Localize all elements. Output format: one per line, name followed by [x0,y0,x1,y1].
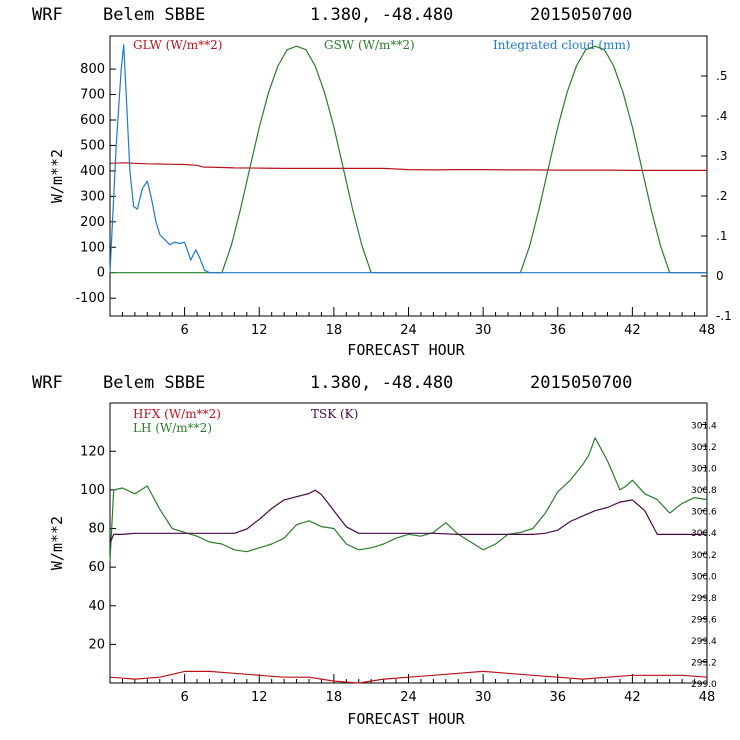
top-ytick-label: 500 [80,138,105,153]
bottom-xtick-label: 12 [251,690,268,705]
bottom-y2tick-label: 301.0 [691,465,717,475]
bottom-xtick-label: 30 [475,690,492,705]
top-series-group [109,44,707,274]
top-xtick-label: 48 [699,323,716,338]
bottom-x-axis-label: FORECAST HOUR [347,710,465,728]
top-x-axis-label: FORECAST HOUR [347,341,465,359]
bottom-y-axis-label: W/m**2 [48,516,66,570]
top-ytick-label: 0 [97,266,105,281]
bottom-ytick-label: 40 [88,599,105,614]
bottom-y2tick-label: 300.2 [691,551,717,561]
legend-tsk: TSK (K) [311,407,358,421]
top-xtick-label: 30 [475,323,492,338]
top-header-station: Belem SBBE [103,5,205,25]
top-xtick-label: 42 [624,323,641,338]
bottom-header-date: 2015050700 [530,373,632,393]
bottom-xtick-label: 42 [624,690,641,705]
bottom-y2tick-label: 299.0 [691,680,717,690]
top-panel: WRF Belem SBBE 1.380, -48.480 2015050700… [32,5,732,359]
bottom-x-axis: 6 12 18 24 30 36 42 48 [121,674,716,705]
top-y2tick-label: -.1 [716,309,732,323]
bottom-xtick-label: 18 [326,690,343,705]
bottom-xtick-label: 36 [549,690,566,705]
series-line-cloud [109,44,707,274]
bottom-y2tick-label: 299.8 [691,594,717,604]
top-header-date: 2015050700 [530,5,632,25]
bottom-series-group [109,437,708,684]
bottom-header-station: Belem SBBE [103,373,205,393]
bottom-y-axis: 120 100 80 60 40 20 [80,444,116,652]
top-ytick-label: 200 [80,215,105,230]
series-line-hfx [109,670,708,684]
top-y-axis-label: W/m**2 [48,149,66,203]
top-ytick-label: 600 [80,113,105,128]
legend-cloud: Integrated cloud (mm) [493,38,631,52]
bottom-header-coords: 1.380, -48.480 [310,373,453,393]
top-ytick-label: 300 [80,189,105,204]
top-ytick-label: 100 [80,240,105,255]
bottom-y2tick-label: 300.0 [691,572,717,582]
top-ytick-label: -100 [75,291,105,306]
top-y2tick-label: .2 [716,189,727,203]
top-y2-axis: .5 .4 .3 .2 .1 0 -.1 [701,69,732,323]
series-line-gsw [110,45,707,274]
top-header-coords: 1.380, -48.480 [310,5,453,25]
top-xtick-label: 36 [549,323,566,338]
top-ytick-label: 800 [80,62,105,77]
bottom-xtick-label: 6 [180,690,188,705]
bottom-panel: WRF Belem SBBE 1.380, -48.480 2015050700… [32,373,717,728]
top-xtick-label: 6 [180,323,188,338]
series-line-glw [109,162,707,171]
bottom-y2tick-label: 299.4 [691,637,717,647]
top-x-axis: 6 12 18 24 30 36 42 48 [121,307,716,338]
bottom-xtick-label: 24 [400,690,417,705]
bottom-y2tick-label: 301.4 [691,422,717,432]
bottom-y2tick-label: 300.6 [691,508,717,518]
bottom-ytick-label: 100 [80,483,105,498]
top-xtick-label: 18 [326,323,343,338]
bottom-y2tick-label: 299.6 [691,615,717,625]
legend-glw: GLW (W/m**2) [133,38,222,52]
legend-gsw: GSW (W/m**2) [324,38,415,52]
series-line-lh [109,437,708,562]
top-y2tick-label: .3 [716,149,727,163]
top-xtick-label: 12 [251,323,268,338]
bottom-xtick-label: 48 [699,690,716,705]
bottom-header-model: WRF [32,373,63,393]
top-y2tick-label: .4 [716,109,727,123]
bottom-ytick-label: 60 [88,560,105,575]
series-line-tsk [109,489,707,544]
bottom-y2-axis: 301.4301.2301.0300.8300.6300.4300.2300.0… [691,422,717,690]
bottom-y2tick-label: 300.8 [691,486,717,496]
legend-lh: LH (W/m**2) [133,421,212,435]
bottom-y2tick-label: 299.2 [691,658,717,668]
top-ytick-label: 700 [80,88,105,103]
bottom-plot-frame [109,402,708,684]
top-y2tick-label: 0 [716,269,724,283]
top-ytick-label: 400 [80,164,105,179]
bottom-y2tick-label: 301.2 [691,443,717,453]
top-y2tick-label: .5 [716,69,727,83]
legend-hfx: HFX (W/m**2) [133,407,221,421]
top-header-model: WRF [32,5,63,25]
top-y2tick-label: .1 [716,229,727,243]
bottom-ytick-label: 80 [88,522,105,537]
bottom-ytick-label: 20 [88,637,105,652]
top-xtick-label: 24 [400,323,417,338]
bottom-ytick-label: 120 [80,444,105,459]
